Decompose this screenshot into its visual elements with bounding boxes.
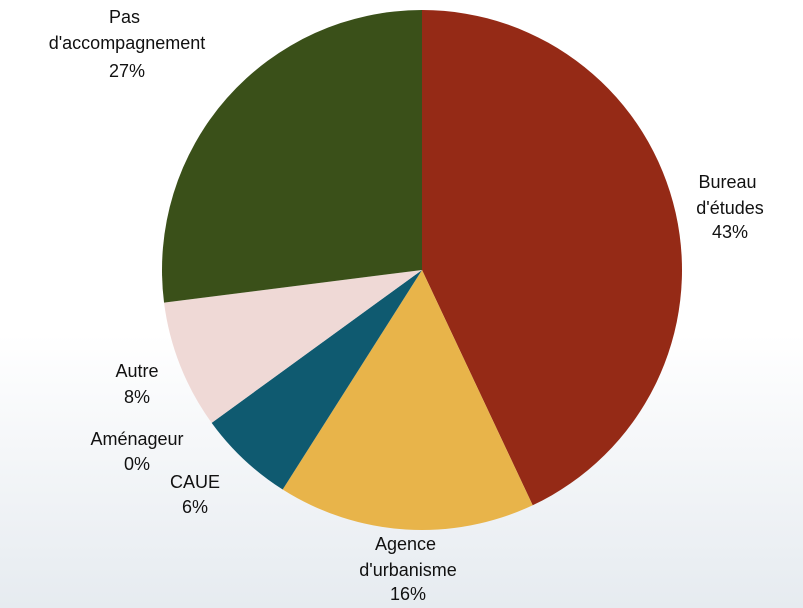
slice-label: Autre xyxy=(115,361,158,381)
slice-label: CAUE xyxy=(170,472,220,492)
slice-percent: 43% xyxy=(712,222,748,242)
slice-percent: 8% xyxy=(124,387,150,407)
slice-percent: 6% xyxy=(182,497,208,517)
slice-label: Agence d'urbanisme xyxy=(359,534,457,580)
slice-percent: 16% xyxy=(390,584,426,604)
pie-slice xyxy=(422,10,683,506)
pie-slice xyxy=(164,270,422,423)
slice-percent: 27% xyxy=(109,61,145,81)
pie-slice xyxy=(282,270,533,530)
slice-label: Bureau d'études xyxy=(696,172,764,218)
slice-label: Aménageur xyxy=(90,429,183,449)
pie-slice xyxy=(161,10,422,303)
slice-percent: 0% xyxy=(124,454,150,474)
slice-label: Pas d'accompagnement xyxy=(49,7,206,53)
pie-slice xyxy=(211,270,422,490)
